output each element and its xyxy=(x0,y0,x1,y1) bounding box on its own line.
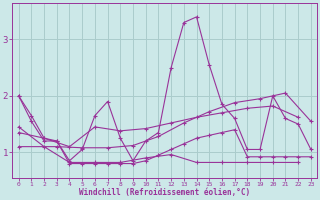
X-axis label: Windchill (Refroidissement éolien,°C): Windchill (Refroidissement éolien,°C) xyxy=(79,188,250,197)
